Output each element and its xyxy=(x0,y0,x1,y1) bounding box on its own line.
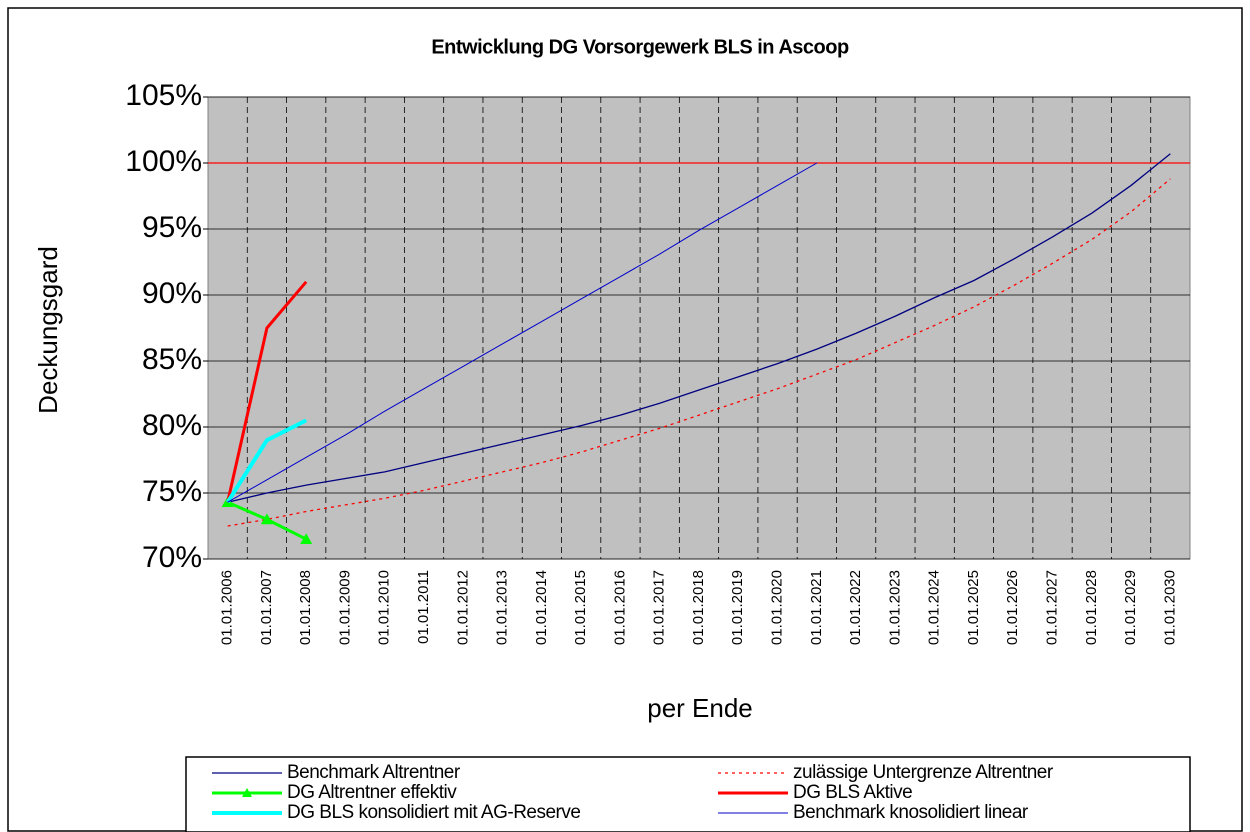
series-marker xyxy=(300,533,313,544)
y-axis-label: Deckungsgard xyxy=(33,246,63,414)
x-tick-label: 01.01.2026 xyxy=(1004,570,1021,645)
x-tick-label: 01.01.2020 xyxy=(769,570,786,645)
x-tick-label: 01.01.2025 xyxy=(965,570,982,645)
y-tick-label: 95% xyxy=(142,211,202,244)
x-tick-label: 01.01.2021 xyxy=(808,570,825,645)
legend-label: DG BLS Aktive xyxy=(793,782,912,803)
legend-label: Benchmark knosolidiert linear xyxy=(793,802,1029,823)
series-line xyxy=(226,280,308,503)
legend-label: Benchmark Altrentner xyxy=(287,762,461,783)
x-tick-label: 01.01.2019 xyxy=(729,570,746,645)
x-tick-label: 01.01.2013 xyxy=(494,570,511,645)
y-tick-label: 75% xyxy=(142,475,202,508)
x-tick-label: 01.01.2012 xyxy=(454,570,471,645)
x-tick-label: 01.01.2028 xyxy=(1083,570,1100,645)
y-tick-label: 105% xyxy=(125,79,202,112)
y-tick-label: 70% xyxy=(142,541,202,574)
series-line xyxy=(227,153,1171,503)
y-tick-label: 100% xyxy=(125,145,202,178)
y-tick-label: 85% xyxy=(142,343,202,376)
legend-box xyxy=(185,756,1191,832)
x-tick-label: 01.01.2015 xyxy=(572,570,589,645)
y-tick-label: 90% xyxy=(142,277,202,310)
x-tick-label: 01.01.2024 xyxy=(926,570,943,645)
legend-label: DG Altrentner effektiv xyxy=(287,782,457,803)
series-line xyxy=(227,162,818,503)
x-tick-label: 01.01.2009 xyxy=(336,570,353,645)
x-tick-label: 01.01.2023 xyxy=(886,570,903,645)
y-tick-label: 80% xyxy=(142,409,202,442)
x-tick-label: 01.01.2008 xyxy=(297,570,314,645)
x-axis-label: per Ende xyxy=(647,693,753,723)
series-line xyxy=(227,178,1171,527)
legend-label: DG BLS konsolidiert mit AG-Reserve xyxy=(287,802,580,823)
chart-title: Entwicklung DG Vorsorgewerk BLS in Ascoo… xyxy=(431,36,849,58)
x-tick-label: 01.01.2018 xyxy=(690,570,707,645)
x-tick-label: 01.01.2029 xyxy=(1122,570,1139,645)
x-tick-label: 01.01.2006 xyxy=(219,570,236,645)
x-tick-label: 01.01.2017 xyxy=(651,570,668,645)
x-tick-label: 01.01.2016 xyxy=(611,570,628,645)
plot-area xyxy=(207,96,1191,560)
legend-marker xyxy=(242,788,252,797)
x-tick-label: 01.01.2030 xyxy=(1161,570,1178,645)
x-tick-label: 01.01.2011 xyxy=(415,570,432,644)
legend-label: zulässige Untergrenze Altrentner xyxy=(793,762,1054,783)
x-tick-label: 01.01.2014 xyxy=(533,570,550,645)
series-marker xyxy=(260,513,273,525)
x-tick-label: 01.01.2010 xyxy=(376,570,393,645)
x-tick-label: 01.01.2007 xyxy=(258,570,275,645)
x-tick-label: 01.01.2027 xyxy=(1043,570,1060,645)
series-line xyxy=(225,418,308,504)
x-tick-label: 01.01.2022 xyxy=(847,570,864,645)
